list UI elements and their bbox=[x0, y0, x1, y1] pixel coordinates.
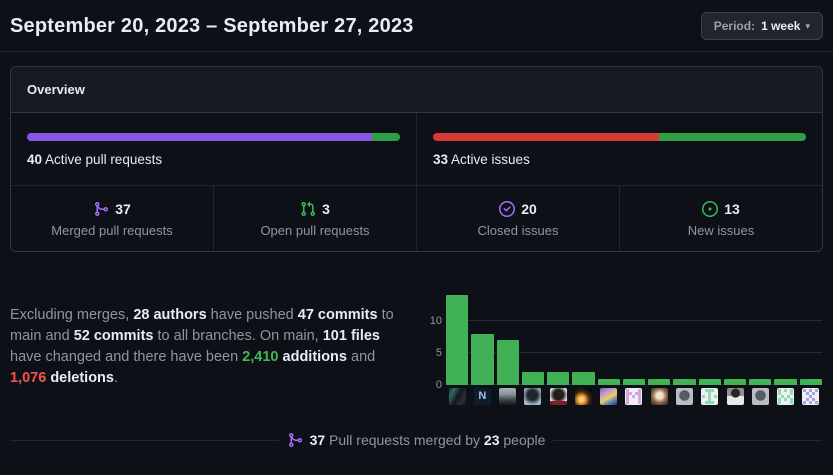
closed-issues-label: Closed issues bbox=[477, 223, 559, 238]
author-avatar[interactable] bbox=[676, 388, 694, 405]
commits-per-author-chart: 0 5 10 N bbox=[422, 285, 822, 405]
commit-count-bar bbox=[774, 378, 797, 385]
chart-gridline bbox=[446, 320, 822, 321]
period-dropdown-button[interactable]: Period: 1 week ▾ bbox=[700, 12, 823, 40]
stat-open-pull-requests[interactable]: 3 Open pull requests bbox=[213, 186, 416, 251]
page-header: September 20, 2023 – September 27, 2023 … bbox=[0, 0, 833, 52]
git-merge-icon bbox=[288, 433, 302, 448]
divider-right bbox=[553, 439, 822, 441]
commit-count-bar bbox=[446, 295, 469, 385]
merged-pr-bar-segment bbox=[27, 133, 373, 141]
author-avatar[interactable] bbox=[499, 388, 517, 405]
new-issues-bar-segment bbox=[659, 133, 806, 141]
stat-new-issues[interactable]: 13 New issues bbox=[619, 186, 822, 251]
divider-left bbox=[10, 439, 279, 441]
stats-row: 37 Merged pull requests 3 Open pull requ… bbox=[11, 185, 822, 251]
new-issues-count: 13 bbox=[724, 201, 740, 217]
chart-gridline bbox=[446, 352, 822, 353]
open-pr-count: 3 bbox=[322, 201, 330, 217]
author-avatar[interactable] bbox=[726, 388, 744, 405]
active-pull-requests-label: 40 Active pull requests bbox=[27, 152, 163, 167]
y-axis-tick-label: 5 bbox=[435, 347, 442, 359]
commit-count-bar bbox=[673, 378, 696, 385]
author-avatar[interactable] bbox=[524, 388, 542, 405]
active-pr-count: 40 bbox=[27, 152, 43, 167]
commit-count-bar bbox=[723, 378, 747, 385]
author-avatar[interactable] bbox=[751, 388, 769, 405]
commit-count-bar bbox=[521, 372, 545, 385]
author-avatar[interactable]: N bbox=[473, 388, 491, 405]
active-pull-requests-cell: 40 Active pull requests bbox=[11, 113, 416, 185]
author-avatar[interactable] bbox=[650, 388, 668, 405]
stat-merged-pull-requests[interactable]: 37 Merged pull requests bbox=[11, 186, 213, 251]
commit-count-bar bbox=[749, 378, 772, 385]
y-axis-tick-label: 10 bbox=[429, 315, 442, 327]
commit-count-bar bbox=[597, 378, 620, 385]
issue-closed-icon bbox=[499, 201, 516, 217]
new-issues-label: New issues bbox=[687, 223, 755, 238]
progress-row: 40 Active pull requests 33 Active issues bbox=[11, 113, 822, 185]
open-pr-bar-segment bbox=[372, 133, 400, 141]
merged-by-footer: 37 Pull requests merged by 23 people bbox=[0, 432, 833, 448]
date-range-title: September 20, 2023 – September 27, 2023 bbox=[10, 14, 414, 37]
closed-issues-count: 20 bbox=[521, 201, 537, 217]
author-avatar[interactable] bbox=[701, 388, 719, 405]
active-issues-count: 33 bbox=[433, 152, 449, 167]
footer-content: 37 Pull requests merged by 23 people bbox=[279, 432, 554, 448]
period-label: Period: bbox=[713, 19, 756, 33]
author-avatar[interactable] bbox=[448, 388, 466, 405]
author-avatar[interactable] bbox=[600, 388, 618, 405]
open-pr-label: Open pull requests bbox=[260, 223, 370, 238]
closed-issues-bar-segment bbox=[433, 133, 660, 141]
merged-pr-label: Merged pull requests bbox=[51, 223, 173, 238]
dropdown-caret-icon: ▾ bbox=[805, 21, 810, 31]
period-value: 1 week bbox=[761, 19, 801, 33]
author-avatar[interactable] bbox=[802, 388, 820, 405]
pull-requests-progress-bar bbox=[27, 133, 400, 141]
author-avatar-row: N bbox=[446, 388, 822, 405]
merged-pr-count: 37 bbox=[115, 201, 131, 217]
overview-panel-title: Overview bbox=[11, 67, 822, 113]
merged-by-text: 37 Pull requests merged by 23 people bbox=[309, 432, 546, 448]
active-issues-cell: 33 Active issues bbox=[416, 113, 822, 185]
chart-plot-area: 0 5 10 bbox=[430, 285, 822, 391]
commit-count-bar bbox=[698, 378, 721, 385]
author-avatar[interactable] bbox=[777, 388, 795, 405]
active-issues-label: 33 Active issues bbox=[433, 152, 530, 167]
commit-count-bar bbox=[648, 378, 671, 385]
commit-count-bar bbox=[622, 378, 646, 385]
commit-count-bar bbox=[471, 333, 494, 385]
y-axis-tick-label: 0 bbox=[435, 379, 442, 391]
main-section: Excluding merges, 28 authors have pushed… bbox=[0, 285, 833, 405]
git-merge-icon bbox=[95, 202, 109, 217]
git-pull-request-icon bbox=[301, 201, 316, 217]
commit-count-bar bbox=[496, 340, 519, 385]
issue-opened-icon bbox=[702, 201, 719, 217]
author-avatar[interactable] bbox=[574, 388, 592, 405]
commit-summary-paragraph: Excluding merges, 28 authors have pushed… bbox=[10, 307, 394, 386]
issues-progress-bar bbox=[433, 133, 806, 141]
commit-count-bar bbox=[572, 372, 595, 385]
commit-count-bar bbox=[547, 372, 570, 385]
stat-closed-issues[interactable]: 20 Closed issues bbox=[416, 186, 619, 251]
author-avatar[interactable] bbox=[625, 388, 643, 405]
author-avatar[interactable] bbox=[549, 388, 567, 405]
commit-count-bar bbox=[799, 378, 822, 385]
overview-panel: Overview 40 Active pull requests 33 Acti… bbox=[10, 66, 823, 252]
